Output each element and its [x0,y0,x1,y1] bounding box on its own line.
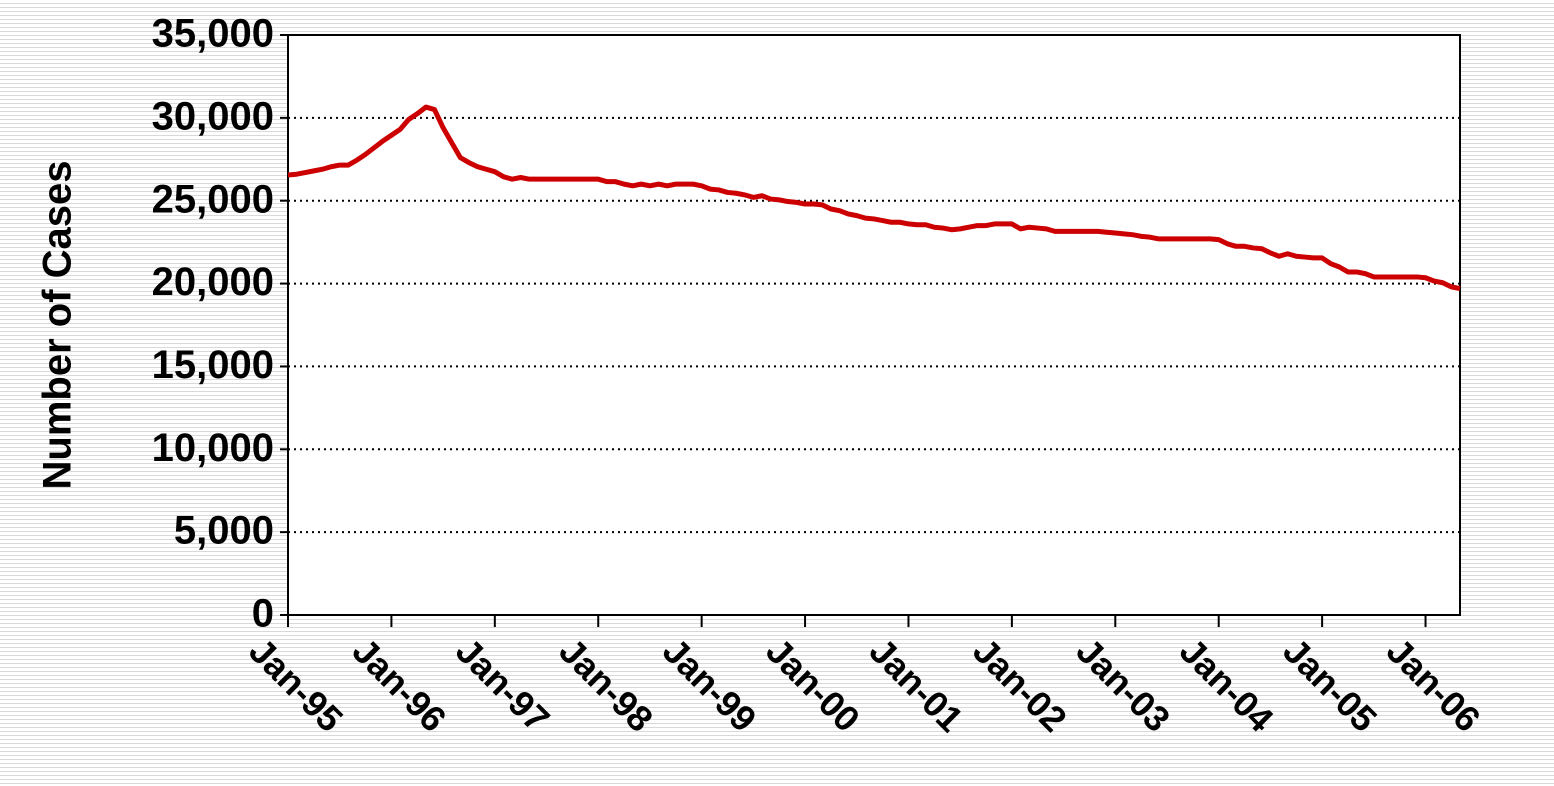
x-tick-label: Jan-97 [448,630,558,740]
x-tick-label: Jan-99 [655,630,765,740]
x-tick-label: Jan-95 [241,630,351,740]
y-axis-label: Number of Cases [36,161,80,490]
plot-border [287,34,1461,616]
x-tick-label: Jan-05 [1275,630,1385,740]
y-tick-label: 30,000 [152,94,274,138]
x-tick-label: Jan-04 [1172,630,1282,740]
x-tick-label: Jan-06 [1379,630,1489,740]
y-tick-label: 15,000 [152,343,274,387]
x-tick-label: Jan-00 [758,630,868,740]
data-line [287,104,1461,291]
y-tick-label: 20,000 [152,260,274,304]
y-tick-label: 0 [252,592,274,636]
x-tick-label: Jan-02 [965,630,1075,740]
y-tick-label: 5,000 [174,509,274,553]
x-tick-label: Jan-03 [1069,630,1179,740]
y-tick-label: 25,000 [152,177,274,221]
x-tick-label: Jan-98 [552,630,662,740]
x-tick-label: Jan-01 [862,630,972,740]
x-tick-label: Jan-96 [345,630,455,740]
plot-area [288,35,1460,615]
y-tick-label: 35,000 [152,12,274,56]
y-tick-label: 10,000 [152,426,274,470]
